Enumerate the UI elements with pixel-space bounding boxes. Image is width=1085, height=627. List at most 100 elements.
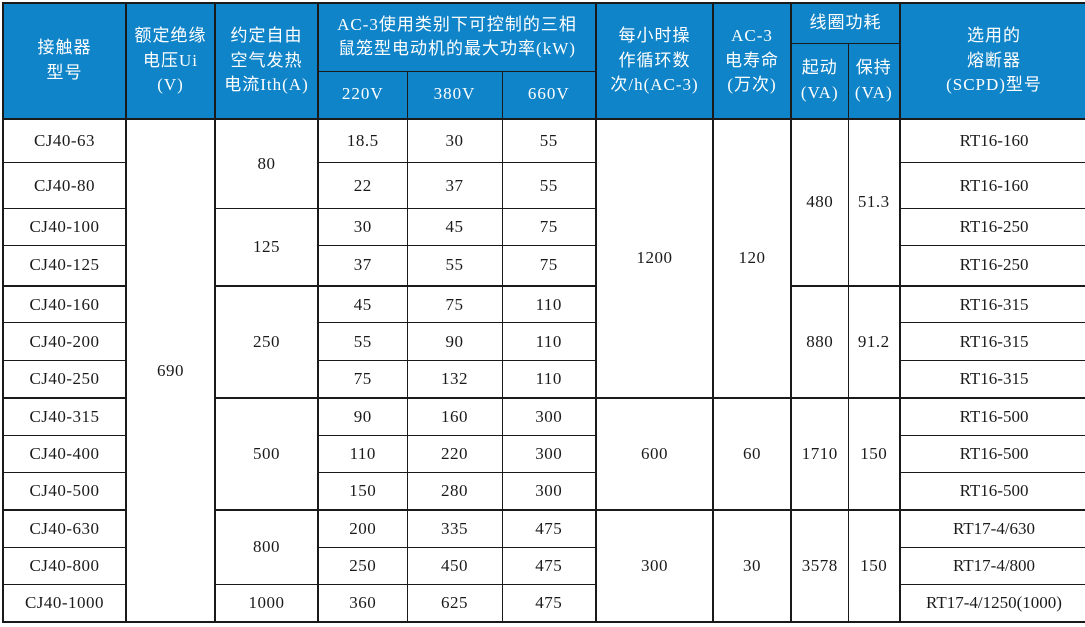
table-row: CJ40-500 150 280 300 RT16-500 (2, 471, 1085, 511)
cell-hold-va: 91.2 (847, 285, 902, 399)
cell-model: CJ40-63 (2, 118, 127, 163)
cell-model: CJ40-500 (2, 471, 127, 511)
header-thermal-current: 约定自由 空气发热 电流Ith(A) (214, 2, 319, 120)
cell-ith: 500 (214, 397, 319, 511)
cell-fuse: RT16-500 (899, 397, 1085, 436)
cell-model: CJ40-250 (2, 359, 127, 399)
cell-pickup-va: 1710 (790, 397, 849, 511)
cell-p660: 300 (501, 471, 598, 511)
cell-p380: 37 (406, 161, 503, 210)
cell-cycles: 1200 (595, 118, 715, 399)
cell-ith: 250 (214, 285, 319, 399)
cell-hold-va: 150 (847, 397, 902, 511)
cell-p380: 220 (406, 434, 503, 473)
cell-fuse: RT16-160 (899, 161, 1085, 210)
cell-p380: 30 (406, 118, 503, 163)
cell-p380: 160 (406, 397, 503, 436)
header-hold-va: 保持 (VA) (847, 42, 902, 120)
cell-model: CJ40-630 (2, 509, 127, 548)
cell-life: 60 (712, 397, 793, 511)
cell-fuse: RT16-500 (899, 471, 1085, 511)
cell-pickup-va: 3578 (790, 509, 849, 623)
table-row: CJ40-160 250 45 75 110 880 91.2 RT16-315 (2, 285, 1085, 399)
cell-pickup-va: 480 (790, 118, 849, 287)
cell-life: 30 (712, 509, 793, 623)
header-electrical-life: AC-3 电寿命 (万次) (712, 2, 793, 120)
table-row: CJ40-250 75 132 110 RT16-315 (2, 359, 1085, 399)
cell-p380: 90 (406, 322, 503, 361)
cell-cycles: 600 (595, 397, 715, 511)
cell-rated-voltage: 690 (125, 118, 216, 623)
cell-p220: 75 (317, 359, 408, 399)
cell-cycles: 300 (595, 509, 715, 623)
cell-model: CJ40-400 (2, 434, 127, 473)
cell-fuse: RT16-315 (899, 285, 1085, 324)
cell-ith: 800 (214, 509, 319, 585)
header-fuse-type: 选用的 熔断器 (SCPD)型号 (899, 2, 1085, 120)
table-row: CJ40-400 110 220 300 RT16-500 (2, 434, 1085, 473)
cell-ith: 80 (214, 118, 319, 210)
cell-model: CJ40-160 (2, 285, 127, 324)
cell-model: CJ40-200 (2, 322, 127, 361)
cell-p220: 200 (317, 509, 408, 548)
table-row: CJ40-630 800 200 335 475 300 30 3578 150… (2, 509, 1085, 623)
table-row: CJ40-315 500 90 160 300 600 60 1710 150 … (2, 397, 1085, 511)
cell-p220: 18.5 (317, 118, 408, 163)
cell-p220: 45 (317, 285, 408, 324)
cell-model: CJ40-125 (2, 244, 127, 287)
table-row: CJ40-125 37 55 75 RT16-250 (2, 244, 1085, 287)
cell-fuse: RT16-160 (899, 118, 1085, 163)
cell-model: CJ40-80 (2, 161, 127, 210)
cell-fuse: RT16-250 (899, 208, 1085, 246)
cell-p660: 110 (501, 322, 598, 361)
cell-pickup-va: 880 (790, 285, 849, 399)
table-row: CJ40-63 690 80 18.5 30 55 1200 120 480 5… (2, 118, 1085, 623)
cell-p380: 335 (406, 509, 503, 548)
cell-p220: 250 (317, 546, 408, 586)
cell-hold-va: 51.3 (847, 118, 902, 287)
cell-life: 120 (712, 118, 793, 399)
cell-fuse: RT16-500 (899, 434, 1085, 473)
table-row: CJ40-800 250 450 475 RT17-4/800 (2, 546, 1085, 586)
cell-p380: 55 (406, 244, 503, 287)
header-coil-power: 线圈功耗 (790, 2, 902, 44)
cell-p660: 110 (501, 285, 598, 324)
header-contactor-model: 接触器 型号 (2, 2, 127, 120)
table-row: CJ40-1000 1000 360 625 475 RT17-4/1250(1… (2, 584, 1085, 623)
cell-p380: 450 (406, 546, 503, 586)
cell-p660: 75 (501, 244, 598, 287)
cell-p220: 55 (317, 322, 408, 361)
cell-p660: 475 (501, 509, 598, 548)
cell-fuse: RT16-315 (899, 359, 1085, 399)
cell-p220: 37 (317, 244, 408, 287)
cell-p380: 45 (406, 208, 503, 246)
cell-fuse: RT16-250 (899, 244, 1085, 287)
cell-p660: 110 (501, 359, 598, 399)
cell-p660: 55 (501, 118, 598, 163)
header-ac3-power: AC-3使用类别下可控制的三相 鼠笼型电动机的最大功率(kW) (317, 2, 598, 72)
table-row: CJ40-100 125 30 45 75 RT16-250 (2, 208, 1085, 287)
cell-hold-va: 150 (847, 509, 902, 623)
cell-model: CJ40-100 (2, 208, 127, 246)
cell-model: CJ40-800 (2, 546, 127, 586)
header-rated-voltage: 额定绝缘 电压Ui (V) (125, 2, 216, 120)
cell-p380: 625 (406, 584, 503, 623)
cell-p660: 300 (501, 434, 598, 473)
header-220v: 220V (317, 70, 408, 120)
header-pickup-va: 起动 (VA) (790, 42, 849, 120)
header-380v: 380V (406, 70, 503, 120)
cell-p220: 22 (317, 161, 408, 210)
cell-p380: 280 (406, 471, 503, 511)
cell-p220: 90 (317, 397, 408, 436)
cell-p660: 55 (501, 161, 598, 210)
cell-p660: 75 (501, 208, 598, 246)
cell-p380: 75 (406, 285, 503, 324)
cell-p220: 30 (317, 208, 408, 246)
cell-p660: 475 (501, 584, 598, 623)
header-660v: 660V (501, 70, 598, 120)
cell-ith: 1000 (214, 584, 319, 623)
cell-p220: 150 (317, 471, 408, 511)
cell-fuse: RT17-4/800 (899, 546, 1085, 586)
cell-p380: 132 (406, 359, 503, 399)
